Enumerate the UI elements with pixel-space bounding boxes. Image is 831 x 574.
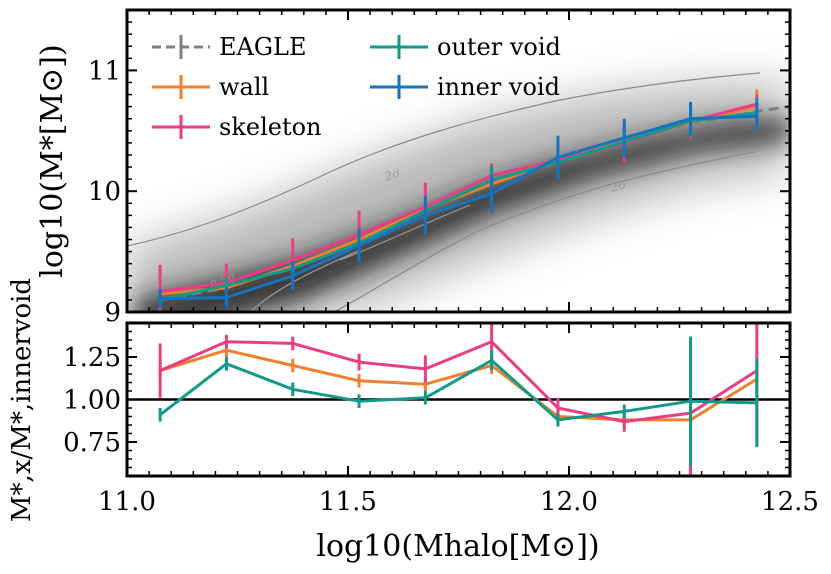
top-frame — [125, 8, 792, 314]
top-y-tick-label: 10 — [88, 177, 121, 207]
bottom-axes: 0.75 1.00 1.25 11.0 11.5 12.0 12.5 — [63, 322, 819, 517]
bottom-y-tick-label: 1.25 — [63, 343, 121, 373]
top-y-axis-label: log10(M*[M⊙]) — [35, 44, 70, 277]
bottom-y-axis-label: M*,x/M*,innervoid — [7, 278, 37, 522]
bottom-frame — [125, 321, 792, 478]
top-line-outer-void — [159, 111, 758, 302]
legend-label-wall: wall — [219, 73, 269, 101]
contour-lower-2sigma — [332, 151, 756, 312]
legend-label-inner-void: inner void — [437, 73, 560, 101]
contour-label-lower: 2σ — [608, 177, 629, 195]
legend-entry-eagle: EAGLE — [152, 33, 306, 61]
legend-entry-wall: wall — [152, 73, 269, 101]
legend-entry-skeleton: skeleton — [152, 113, 322, 141]
bottom-line-skeleton — [159, 340, 758, 424]
contour-upper-2sigma — [127, 72, 761, 247]
legend-label-outer-void: outer void — [437, 33, 561, 61]
legend-entry-outer-void: outer void — [370, 33, 561, 61]
x-tick-label: 11.0 — [98, 487, 156, 517]
legend: EAGLE wall skeleton outer void inner voi — [152, 33, 561, 141]
x-tick-label: 12.0 — [540, 487, 598, 517]
top-series-layer — [158, 89, 790, 312]
contour-inner-2 — [339, 204, 471, 261]
contour-inner — [249, 249, 361, 312]
top-y-tick-label: 9 — [104, 298, 121, 328]
top-y-tick-label: 11 — [88, 56, 121, 86]
bottom-panel: 0.75 1.00 1.25 11.0 11.5 12.0 12.5 M*,x/M*,inn… — [7, 278, 819, 564]
legend-label-skeleton: skeleton — [219, 113, 322, 141]
contour-label-upper: 2σ — [382, 165, 403, 184]
x-axis-label: log10(Mhalo[M⊙]) — [316, 529, 599, 564]
bottom-line-outer-void — [159, 358, 757, 422]
legend-entry-inner-void: inner void — [370, 73, 560, 101]
bottom-y-tick-label: 0.75 — [63, 428, 121, 458]
legend-label-eagle: EAGLE — [219, 33, 306, 61]
x-tick-label: 11.5 — [319, 487, 377, 517]
x-tick-label: 12.5 — [761, 487, 819, 517]
top-line-inner-void — [160, 114, 757, 301]
bottom-series-layer — [158, 323, 759, 476]
bottom-y-tick-label: 1.00 — [63, 386, 121, 416]
bottom-line-wall — [159, 348, 758, 422]
